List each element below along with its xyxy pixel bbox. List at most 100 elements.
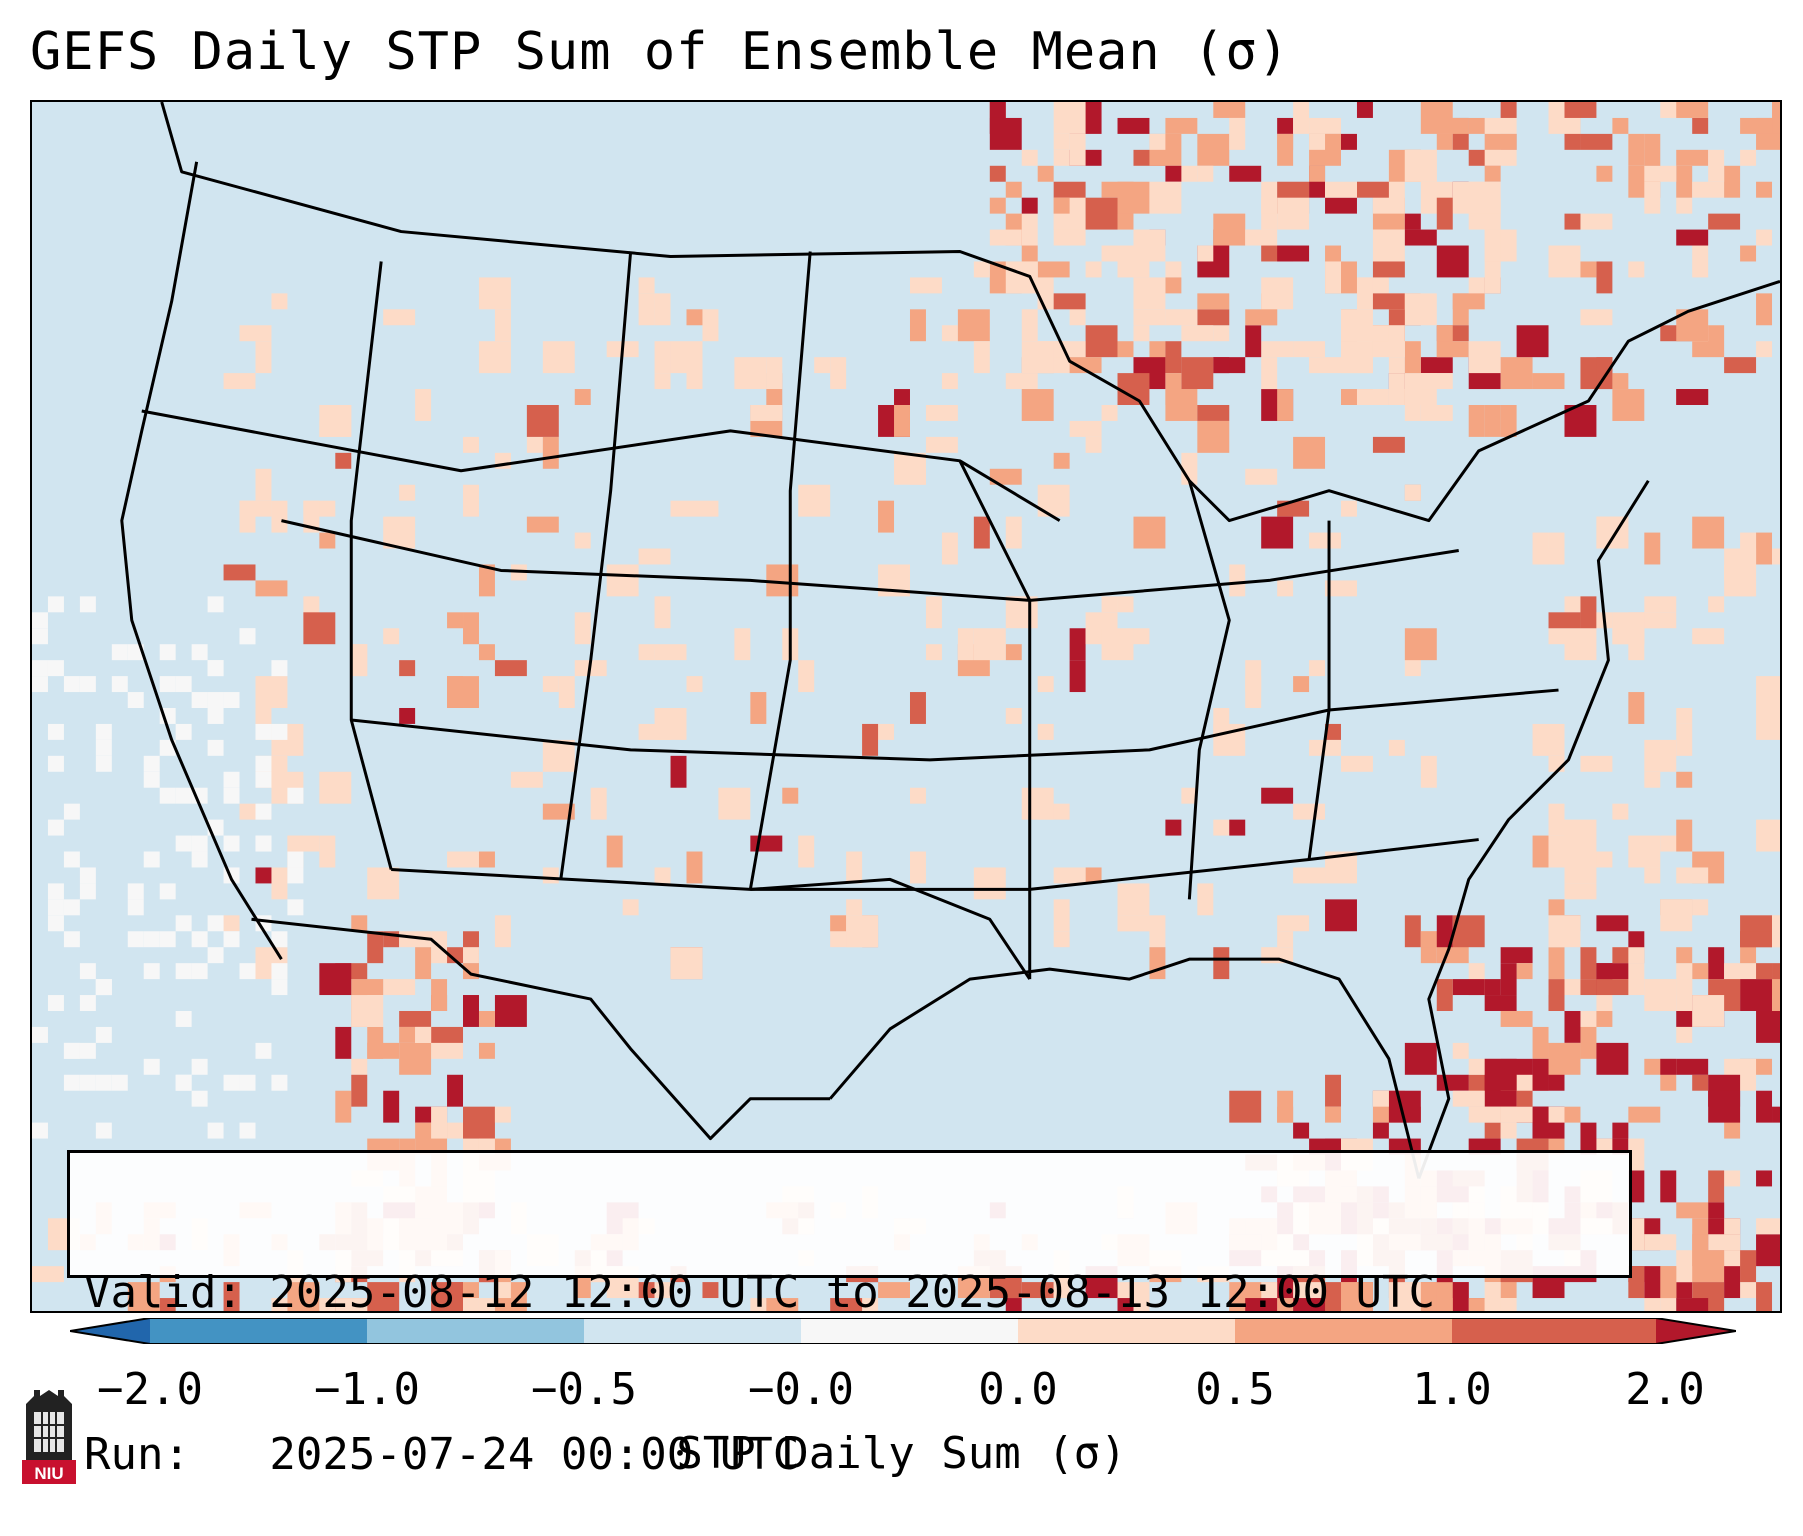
anomaly-cell <box>1133 277 1166 310</box>
anomaly-cell <box>1021 309 1038 342</box>
anomaly-cell <box>1740 149 1757 166</box>
anomaly-cell <box>1452 1042 1469 1059</box>
anomaly-cell <box>1085 436 1102 453</box>
anomaly-cell <box>1133 516 1166 549</box>
anomaly-cell <box>1197 309 1230 326</box>
anomaly-cell <box>319 404 352 437</box>
anomaly-cell <box>1420 1282 1437 1311</box>
anomaly-cell <box>207 660 224 677</box>
anomaly-cell <box>335 452 352 469</box>
anomaly-cell <box>1213 819 1230 836</box>
anomaly-cell <box>1676 165 1693 198</box>
anomaly-cell <box>1181 357 1214 390</box>
anomaly-cell <box>1420 755 1437 788</box>
anomaly-cell <box>63 851 80 868</box>
anomaly-cell <box>1388 357 1405 374</box>
anomaly-cell <box>1468 341 1501 374</box>
anomaly-cell <box>47 723 64 740</box>
anomaly-cell <box>542 341 575 374</box>
anomaly-cell <box>909 787 926 804</box>
anomaly-cell <box>558 676 575 708</box>
anomaly-cell <box>1548 947 1565 980</box>
anomaly-cell <box>1372 1122 1389 1139</box>
anomaly-cell <box>207 915 224 932</box>
anomaly-cell <box>1644 133 1661 166</box>
anomaly-cell <box>846 899 863 916</box>
anomaly-cell <box>1149 133 1166 150</box>
mid-line <box>351 688 1559 762</box>
anomaly-cell <box>1484 117 1517 134</box>
colorbar-label: STP Daily Sum (σ) <box>676 1428 1127 1479</box>
anomaly-cell <box>1293 803 1326 820</box>
anomaly-cell <box>894 452 926 485</box>
anomaly-cell <box>1772 102 1780 134</box>
anomaly-cell <box>638 293 655 326</box>
anomaly-cell <box>1532 373 1565 390</box>
anomaly-cell <box>1644 532 1661 565</box>
anomaly-cell <box>670 500 687 517</box>
anomaly-cell <box>1740 931 1773 948</box>
anomaly-cell <box>1293 676 1310 693</box>
anomaly-cell <box>1261 277 1294 310</box>
anomaly-cell <box>415 1026 432 1043</box>
anomaly-cell <box>223 692 240 708</box>
anomaly-cell <box>1516 325 1549 358</box>
anomaly-cell <box>1101 628 1134 661</box>
anomaly-cell <box>1644 867 1661 884</box>
anomaly-cell <box>1692 995 1725 1027</box>
anomaly-cell <box>1197 165 1214 182</box>
anomaly-cell <box>207 739 224 756</box>
anomaly-cell <box>463 612 479 645</box>
anomaly-cell <box>79 883 96 900</box>
anomaly-cell <box>1436 197 1453 230</box>
anomaly-cell <box>1117 341 1134 358</box>
anomaly-cell <box>383 516 416 549</box>
anomaly-cell <box>478 1010 495 1027</box>
anomaly-cell <box>271 500 288 533</box>
anomaly-cell <box>1500 1106 1533 1123</box>
anomaly-cell <box>1548 899 1565 916</box>
anomaly-cell <box>654 1282 671 1299</box>
map-canvas <box>32 102 1780 1311</box>
anomaly-cell <box>1085 197 1118 230</box>
anomaly-cell <box>1740 245 1757 262</box>
anomaly-cell <box>1293 1298 1326 1311</box>
anomaly-cell <box>32 628 48 645</box>
anomaly-cell <box>1309 133 1326 150</box>
anomaly-cell <box>1612 803 1629 820</box>
west-coast <box>120 161 283 960</box>
anomaly-cell <box>1756 707 1780 740</box>
anomaly-cell <box>1724 1170 1741 1187</box>
anomaly-cell <box>1532 835 1549 868</box>
anomaly-cell <box>846 851 863 884</box>
anomaly-cell <box>32 660 48 677</box>
anomaly-cell <box>478 1042 495 1059</box>
anomaly-cell <box>798 660 815 693</box>
anomaly-cell <box>1580 213 1613 230</box>
anomaly-cell <box>1021 341 1054 374</box>
anomaly-cell <box>1165 277 1182 294</box>
anomaly-cell <box>1372 229 1405 262</box>
anomaly-cell <box>1612 947 1629 964</box>
anomaly-cell <box>1692 899 1709 916</box>
anomaly-cell <box>1245 468 1278 485</box>
anomaly-cell <box>1676 979 1693 1011</box>
anomaly-cell <box>941 532 958 565</box>
anomaly-cell <box>447 612 464 629</box>
colorbar-bin-4 <box>801 1318 1018 1344</box>
anomaly-cell <box>319 963 352 996</box>
colorbar-tick: −0.5 <box>531 1364 637 1415</box>
anomaly-cell <box>1117 915 1150 932</box>
anomaly-cell <box>1197 245 1214 262</box>
anomaly-cell <box>1261 357 1278 390</box>
anomaly-cell <box>351 995 384 1027</box>
anomaly-cell <box>1165 341 1182 374</box>
anomaly-cell <box>925 436 958 453</box>
north-south-2 <box>559 251 633 880</box>
anomaly-cell <box>1692 245 1709 278</box>
anomaly-cell <box>973 867 1006 900</box>
anomaly-cell <box>1165 373 1182 405</box>
anomaly-cell <box>399 484 416 501</box>
anomaly-cell <box>415 389 432 421</box>
anomaly-cell <box>1149 915 1166 948</box>
